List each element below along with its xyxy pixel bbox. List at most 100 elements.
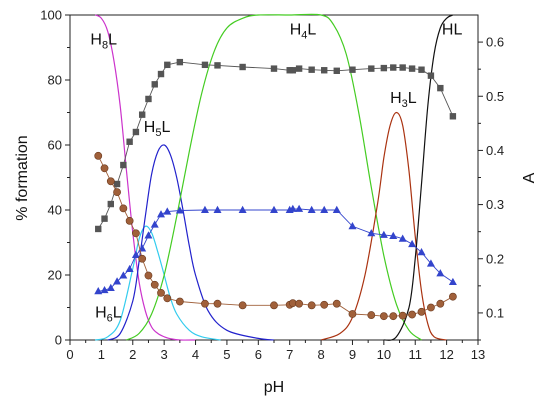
point-triangles	[417, 248, 426, 256]
point-circles	[348, 310, 357, 318]
y-left-tick-label: 40	[48, 203, 62, 218]
point-squares	[295, 65, 303, 72]
x-tick-label: 6	[255, 347, 262, 362]
point-squares	[113, 180, 121, 188]
point-squares	[120, 161, 127, 169]
curve-h8l	[94, 14, 196, 341]
point-circles	[417, 307, 426, 316]
point-circles	[389, 312, 398, 321]
point-circles	[106, 177, 115, 186]
point-triangles	[320, 205, 329, 213]
y-right-tick-label: 0.1	[486, 305, 504, 320]
point-circles	[379, 312, 388, 321]
species-label-h5l: H5L	[144, 119, 171, 139]
point-squares	[368, 65, 375, 72]
point-triangles	[348, 222, 357, 230]
species-labels: H8L H5L H4L H3L HL H6L	[90, 22, 462, 325]
x-tick-label: 4	[192, 347, 199, 362]
point-triangles	[295, 204, 304, 212]
point-circles	[238, 301, 247, 310]
x-tick-label: 1	[98, 347, 105, 362]
point-triangles	[100, 285, 109, 294]
point-squares	[126, 138, 133, 145]
x-axis-title: pH	[264, 379, 284, 396]
point-squares	[214, 62, 221, 69]
point-squares	[101, 215, 108, 222]
point-triangles	[379, 230, 388, 238]
x-tick-label: 13	[471, 347, 485, 362]
point-circles	[398, 311, 407, 320]
point-circles	[320, 300, 329, 309]
x-tick-label: 0	[66, 347, 73, 362]
x-tick-label: 9	[349, 347, 356, 362]
point-squares	[390, 64, 397, 71]
point-triangles	[448, 277, 457, 286]
x-tick-label: 2	[129, 347, 136, 362]
point-circles	[125, 216, 134, 225]
point-circles	[367, 311, 376, 319]
y-axis-right-title: A	[521, 172, 538, 183]
x-tick-label: 12	[439, 347, 453, 362]
y-right-tick-label: 0.4	[486, 143, 504, 158]
point-triangles	[398, 234, 407, 242]
point-triangles	[113, 277, 122, 285]
y-left-tick-label: 100	[40, 8, 62, 23]
point-squares	[201, 61, 209, 69]
point-circles	[132, 229, 140, 238]
point-circles	[144, 271, 153, 280]
point-circles	[94, 151, 103, 160]
x-tick-label: 10	[377, 347, 391, 362]
x-tick-label: 3	[161, 347, 168, 362]
point-circles	[213, 299, 222, 308]
point-triangles	[367, 229, 376, 237]
point-squares	[270, 65, 278, 72]
point-triangles	[150, 220, 159, 228]
series-line-squares	[97, 61, 454, 230]
point-triangles	[288, 204, 297, 212]
point-triangles	[426, 259, 435, 267]
point-squares	[239, 63, 246, 71]
point-triangles	[389, 231, 398, 239]
curve-hl	[383, 14, 454, 341]
point-triangles	[307, 205, 316, 213]
point-circles	[332, 299, 341, 308]
y-right-tick-label: 0.5	[486, 89, 504, 104]
point-squares	[408, 65, 416, 72]
point-triangles	[213, 205, 222, 213]
series-line-circles	[97, 155, 454, 317]
point-triangles	[125, 264, 134, 273]
species-curves	[94, 13, 454, 341]
point-triangles	[94, 287, 103, 295]
x-tick-label: 7	[286, 347, 293, 362]
point-circles	[138, 254, 147, 263]
y-left-tick-label: 60	[48, 138, 62, 153]
point-circles	[157, 288, 165, 297]
point-squares	[151, 81, 158, 88]
curve-h6l	[94, 225, 221, 341]
point-circles	[436, 299, 445, 308]
point-circles	[119, 204, 128, 213]
curve-h3l	[320, 111, 447, 341]
point-squares	[95, 225, 102, 233]
species-label-h6l: H6L	[95, 304, 122, 324]
point-circles	[408, 310, 416, 319]
point-circles	[163, 294, 172, 303]
point-squares	[157, 70, 165, 78]
point-squares	[321, 67, 328, 74]
point-triangles	[163, 207, 172, 215]
point-circles	[307, 301, 316, 310]
point-triangles	[436, 269, 445, 277]
species-label-h4l: H4L	[290, 22, 317, 42]
point-squares	[449, 113, 457, 120]
point-triangles	[175, 206, 184, 214]
point-squares	[437, 84, 444, 92]
point-squares	[107, 200, 114, 208]
point-triangles	[332, 205, 341, 213]
y-right-tick-label: 0.6	[486, 35, 504, 50]
y-left-tick-label: 20	[48, 268, 62, 283]
species-label-h3l: H3L	[390, 90, 417, 110]
point-triangles	[131, 250, 140, 258]
plot-frame	[69, 14, 479, 341]
y-left-tick-label: 80	[48, 73, 62, 88]
